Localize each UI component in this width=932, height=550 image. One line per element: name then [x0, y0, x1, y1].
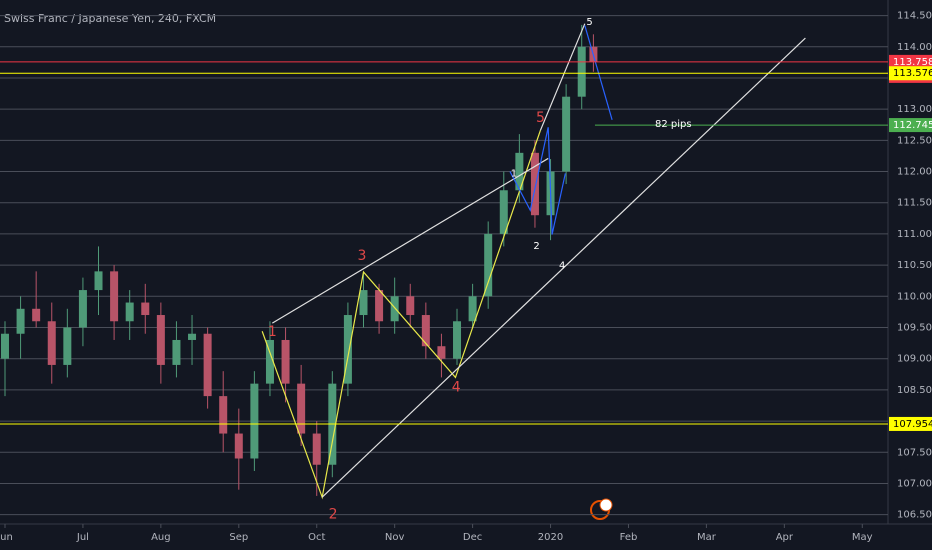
x-tick-label: Nov — [385, 532, 405, 543]
trend-drawing — [321, 37, 806, 498]
wave-label: 5 — [586, 17, 592, 28]
x-tick-label: Oct — [308, 532, 325, 543]
trend-drawing — [584, 25, 613, 120]
trend-drawing — [261, 130, 541, 500]
price-label: 107.954 — [893, 419, 932, 430]
candle-body — [437, 346, 446, 359]
candle-body — [499, 190, 508, 234]
candle-body — [125, 302, 134, 322]
candle-body — [515, 152, 524, 191]
wave-label: 2 — [329, 507, 338, 523]
candle-body — [484, 233, 493, 297]
trend-drawing — [509, 127, 566, 235]
candle-body — [406, 296, 415, 316]
candle-body — [234, 433, 243, 459]
y-tick-label: 112.500 — [897, 135, 932, 146]
candle-body — [94, 271, 103, 291]
x-tick-label: May — [852, 532, 873, 543]
candle-body — [577, 46, 586, 97]
trend-drawing — [271, 157, 549, 324]
candle-body — [110, 271, 119, 322]
candle-body — [156, 315, 165, 365]
y-tick-label: 108.500 — [897, 385, 932, 396]
candle-body — [141, 302, 150, 316]
price-label: 113.758 — [893, 57, 932, 68]
candle-body — [219, 396, 228, 434]
trend-drawing — [539, 23, 586, 131]
x-tick-label: Feb — [620, 532, 638, 543]
x-tick-label: Aug — [151, 532, 171, 543]
wave-label: 5 — [536, 110, 545, 126]
chart-title: Swiss Franc / Japanese Yen, 240, FXCM — [4, 12, 216, 25]
y-tick-label: 114.500 — [897, 11, 932, 22]
candle-body — [47, 321, 56, 365]
candle-body — [375, 290, 384, 322]
x-tick-label: Dec — [463, 532, 482, 543]
candle-body — [0, 333, 9, 359]
candle-body — [281, 339, 290, 384]
candle-body — [468, 296, 477, 322]
candle-body — [359, 290, 368, 316]
candle-body — [265, 339, 274, 384]
y-tick-label: 109.000 — [897, 354, 932, 365]
wave-label: 4 — [559, 261, 565, 272]
price-label: 112.745 — [893, 120, 932, 131]
candle-body — [390, 296, 399, 322]
y-tick-label: 114.000 — [897, 42, 932, 53]
candle-body — [562, 96, 571, 172]
wave-label: 1 — [511, 168, 517, 179]
y-tick-label: 106.500 — [897, 510, 932, 521]
y-tick-label: 113.000 — [897, 104, 932, 115]
y-tick-label: 107.000 — [897, 478, 932, 489]
price-label-box — [889, 416, 932, 431]
x-tick-label: Mar — [697, 532, 717, 543]
candle-body — [343, 315, 352, 384]
y-tick-label: 109.500 — [897, 323, 932, 334]
price-label-box — [889, 118, 932, 133]
candle-body — [421, 315, 430, 347]
candle-body — [63, 327, 72, 365]
y-tick-label: 110.500 — [897, 260, 932, 271]
x-tick-label: Apr — [776, 532, 794, 543]
wave-label: 3 — [357, 248, 366, 264]
candle-body — [312, 433, 321, 465]
y-tick-label: 110.000 — [897, 291, 932, 302]
candle-body — [32, 308, 41, 322]
candle-body — [16, 308, 25, 334]
wave-label: 2 — [533, 241, 539, 252]
price-label-box — [889, 66, 932, 81]
x-tick-label: Sep — [229, 532, 248, 543]
candle-body — [78, 290, 87, 328]
wave-label: 82 pips — [655, 119, 692, 130]
candle-body — [297, 383, 306, 434]
candle-body — [250, 383, 259, 459]
candle-body — [188, 333, 197, 340]
candle-body — [530, 152, 539, 216]
y-tick-label: 107.500 — [897, 447, 932, 458]
candle-body — [453, 321, 462, 359]
y-tick-label: 112.000 — [897, 167, 932, 178]
wave-label: 1 — [268, 324, 277, 340]
candle-body — [203, 333, 212, 397]
x-tick-label: 2020 — [538, 532, 563, 543]
x-tick-label: Jul — [76, 532, 89, 543]
event-icon — [590, 498, 613, 520]
wave-label: 4 — [452, 379, 461, 395]
price-label: 113.576 — [893, 68, 932, 79]
x-tick-label: Jun — [0, 532, 13, 543]
y-tick-label: 111.500 — [897, 198, 932, 209]
y-tick-label: 111.000 — [897, 229, 932, 240]
candle-body — [172, 339, 181, 365]
